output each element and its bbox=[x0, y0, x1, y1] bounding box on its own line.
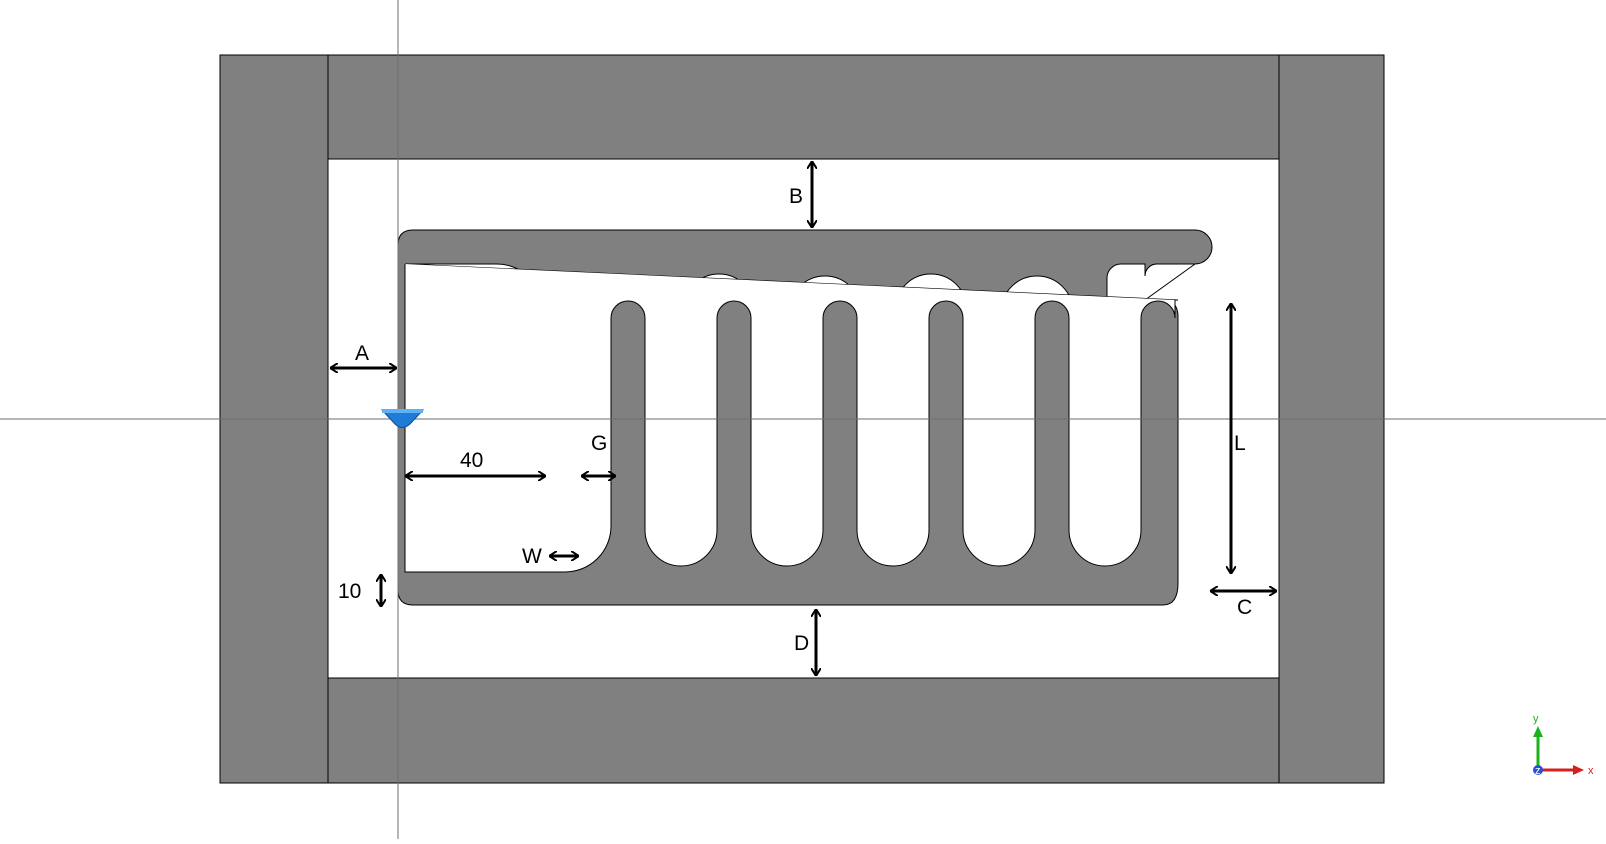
dim-label-g: G bbox=[591, 432, 607, 455]
dim-label-bottom-gap: 10 bbox=[338, 580, 361, 603]
dim-label-b: B bbox=[789, 185, 803, 208]
axis-label-z: z bbox=[1535, 765, 1541, 777]
dim-label-finger-offset: 40 bbox=[460, 449, 483, 472]
lower-fingers bbox=[404, 264, 1176, 573]
dim-label-a: A bbox=[355, 342, 369, 365]
axis-label-y: y bbox=[1533, 713, 1539, 725]
axis-triad-icon[interactable]: y x z bbox=[1533, 713, 1594, 777]
axis-label-x: x bbox=[1588, 765, 1594, 777]
dim-label-d: D bbox=[794, 632, 809, 655]
port-marker-icon[interactable] bbox=[380, 409, 425, 428]
dim-label-w: W bbox=[522, 545, 542, 568]
dim-label-l: L bbox=[1234, 432, 1246, 455]
dim-label-c: C bbox=[1237, 596, 1252, 619]
